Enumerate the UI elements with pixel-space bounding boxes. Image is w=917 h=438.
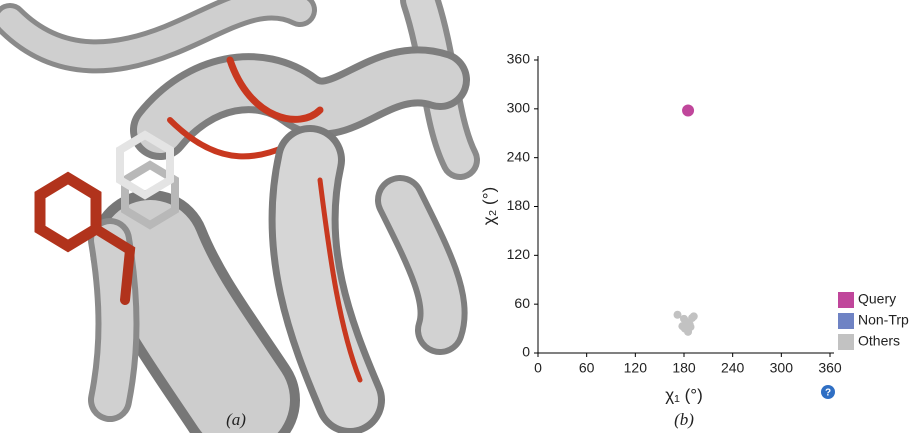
x-tick-label: 300 xyxy=(770,360,794,376)
legend-label: Others xyxy=(858,333,900,349)
legend-swatch xyxy=(838,334,854,350)
point xyxy=(678,322,687,331)
point xyxy=(682,104,695,117)
y-tick-label: 360 xyxy=(507,51,531,67)
x-tick-label: 180 xyxy=(672,360,696,376)
legend-label: Query xyxy=(858,291,896,307)
point xyxy=(686,322,695,331)
x-tick-label: 240 xyxy=(721,360,745,376)
x-axis-label: χ₁ (°) xyxy=(665,385,703,404)
y-tick-label: 0 xyxy=(522,344,530,360)
caption: (a) xyxy=(226,410,246,429)
y-axis-label: χ₂ (°) xyxy=(479,187,498,225)
x-tick-label: 120 xyxy=(624,360,648,376)
y-tick-label: 120 xyxy=(507,246,531,262)
caption: (b) xyxy=(674,410,694,429)
protein-render xyxy=(0,0,480,438)
help-icon[interactable] xyxy=(821,385,835,399)
legend-label: Non-Trp xyxy=(858,312,909,328)
x-tick-label: 60 xyxy=(579,360,595,376)
point xyxy=(689,312,698,321)
x-tick-label: 360 xyxy=(818,360,842,376)
legend-swatch xyxy=(838,313,854,329)
y-tick-label: 180 xyxy=(507,197,531,213)
y-tick-label: 300 xyxy=(507,100,531,116)
legend-swatch xyxy=(838,292,854,308)
x-tick-label: 0 xyxy=(534,360,542,376)
y-tick-label: 240 xyxy=(507,148,531,164)
help-icon-glyph: ? xyxy=(825,388,831,399)
point xyxy=(673,310,682,319)
y-tick-label: 60 xyxy=(514,295,530,311)
